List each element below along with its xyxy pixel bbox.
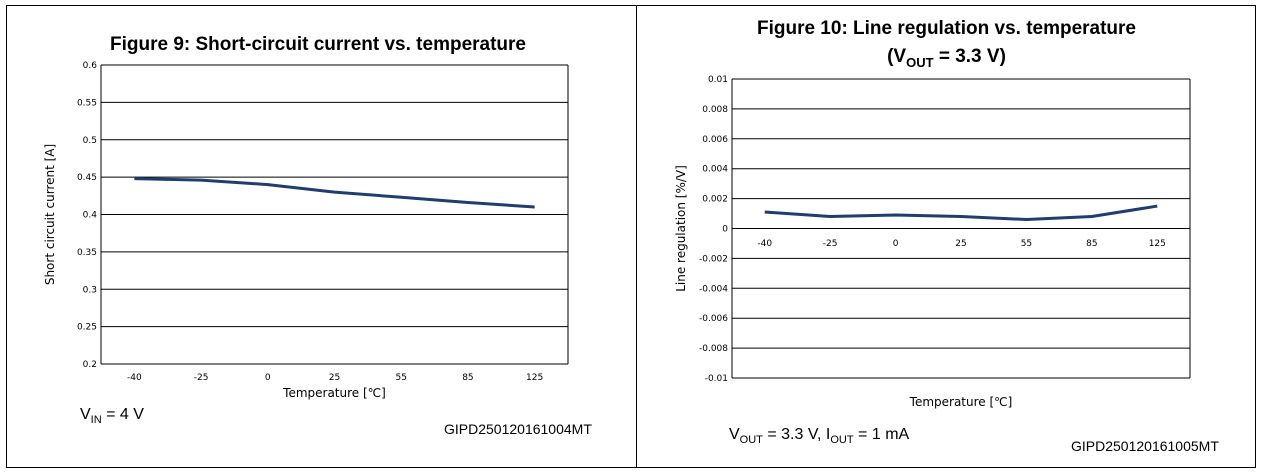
y-tick-label: 0.3	[83, 285, 97, 295]
figure-9-chart: 0.2 0.25 0.3 0.35 0.4 0.45 0.5 0.55 0.6 -40 -25 0 25…	[43, 61, 569, 400]
y-axis-title: Short circuit current [A]	[43, 144, 57, 285]
x-tick-label: 125	[526, 373, 543, 383]
page-frame	[6, 5, 1256, 468]
y-tick-label: 0.006	[702, 135, 728, 145]
y-tick-label: 0.004	[702, 165, 728, 175]
figure-9-code: GIPD250120161004MT	[444, 421, 592, 437]
figure-10-panel: Figure 10: Line regulation vs. temperatu…	[637, 0, 1256, 474]
figure-9-conditions: VIN = 4 V	[80, 406, 144, 426]
x-tick-label: -25	[823, 239, 838, 249]
cond-i-sub: OUT	[830, 434, 854, 447]
cond-v: V	[80, 406, 91, 423]
y-tick-label: 0.25	[77, 323, 97, 333]
y-tick-label: -0.01	[705, 374, 728, 384]
cond-rest: = 4 V	[101, 406, 144, 423]
cond-mid: = 3.3 V, I	[762, 426, 831, 443]
figure-10-title-line2: (VOUT = 3.3 V)	[637, 46, 1256, 70]
x-tick-label: -40	[757, 239, 772, 249]
series-line	[134, 177, 535, 209]
y-axis-title: Line regulation [%/V]	[674, 165, 688, 292]
cond-v: V	[729, 426, 740, 443]
y-tick-label: 0.002	[702, 195, 728, 205]
y-tick-label: -0.002	[699, 254, 728, 264]
y-tick-label: 0.35	[77, 248, 97, 258]
title2-sub: OUT	[906, 54, 934, 70]
x-tick-label: 55	[395, 373, 406, 383]
x-tick-label: 25	[955, 239, 966, 249]
x-tick-label: 85	[1086, 239, 1097, 249]
x-axis-title: Temperature [℃]	[282, 386, 386, 400]
y-tick-label: 0.55	[77, 98, 97, 108]
x-tick-label: 25	[329, 373, 340, 383]
y-tick-label: 0.45	[77, 173, 97, 183]
figure-9-panel: Figure 9: Short-circuit current vs. temp…	[43, 34, 592, 437]
cond-end: = 1 mA	[853, 426, 910, 443]
figure-10-chart: -0.01 -0.008 -0.006 -0.004 -0.002 0 0.002 0.004…	[674, 75, 1191, 409]
y-tick-label: 0.008	[702, 105, 728, 115]
title2-a: (V	[887, 46, 907, 67]
x-tick-label: 55	[1021, 239, 1032, 249]
figure-10-code: GIPD250120161005MT	[1071, 438, 1219, 454]
y-tick-label: -0.008	[699, 344, 728, 354]
x-tick-label: 125	[1149, 239, 1166, 249]
x-tick-label: 0	[893, 239, 899, 249]
panel-divider	[636, 5, 637, 468]
figure-9-title: Figure 9: Short-circuit current vs. temp…	[110, 34, 526, 55]
y-tick-label: -0.004	[699, 284, 728, 294]
figure-10-title: Figure 10: Line regulation vs. temperatu…	[756, 18, 1137, 39]
cond-v-sub: OUT	[739, 434, 763, 447]
y-tick-label: 0.6	[83, 61, 98, 71]
title2-b: = 3.3 V)	[933, 46, 1006, 67]
y-tick-label: 0	[722, 225, 728, 235]
figure-10-conditions: VOUT = 3.3 V, IOUT = 1 mA	[729, 426, 909, 446]
series-line	[764, 204, 1158, 222]
y-tick-label: 0.4	[83, 211, 98, 221]
x-tick-label: -25	[194, 373, 209, 383]
x-axis-title: Temperature [℃]	[909, 395, 1013, 409]
x-tick-label: 85	[462, 373, 473, 383]
cond-v-sub: IN	[90, 414, 102, 427]
y-tick-label: 0.01	[708, 75, 728, 85]
y-tick-label: 0.5	[83, 136, 97, 146]
x-tick-label: 0	[265, 373, 271, 383]
y-tick-label: -0.006	[699, 314, 728, 324]
y-tick-label: 0.2	[83, 360, 97, 370]
x-tick-label: -40	[127, 373, 142, 383]
